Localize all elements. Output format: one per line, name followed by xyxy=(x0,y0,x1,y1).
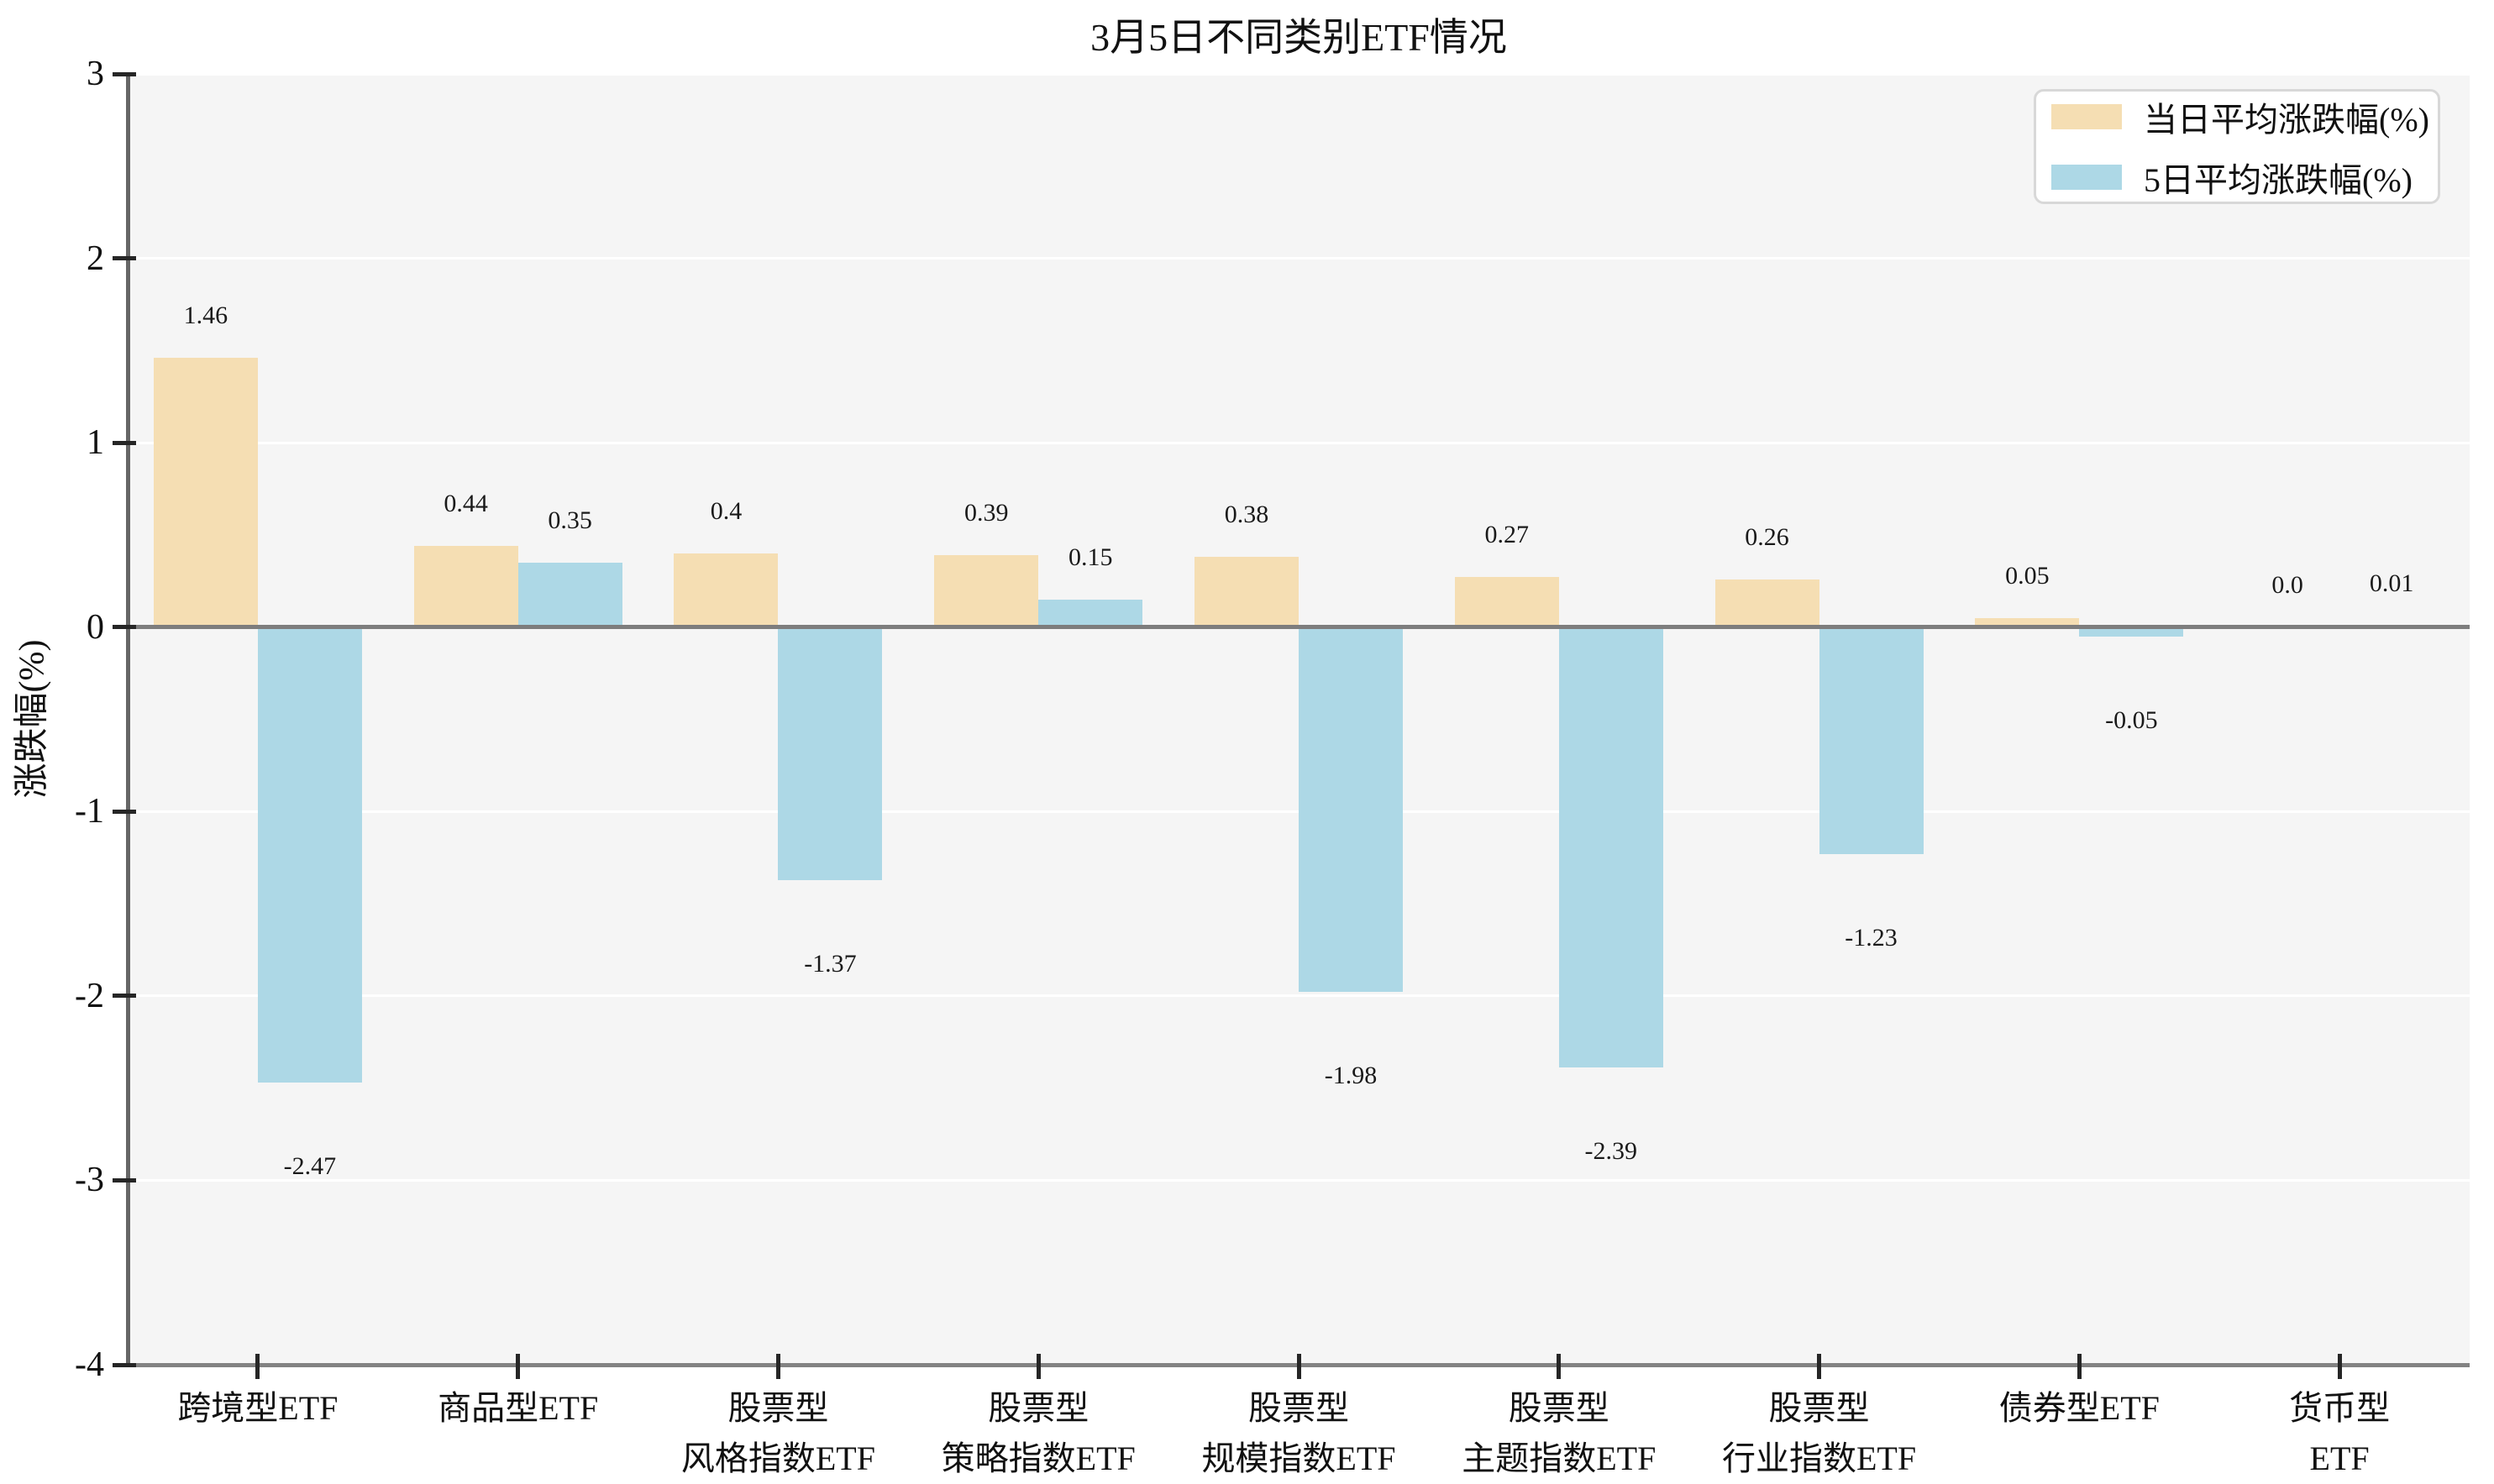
y-tick xyxy=(113,1362,136,1367)
legend-swatch-5day-icon xyxy=(2051,164,2122,190)
y-tick-label: 2 xyxy=(87,239,104,278)
y-tick-label: -1 xyxy=(75,792,104,831)
bar-value-label: -2.39 xyxy=(1584,1137,1638,1166)
gridline xyxy=(128,257,2470,260)
bar-value-label: -1.23 xyxy=(1845,923,1898,952)
y-tick-label: 0 xyxy=(87,607,104,647)
gridline xyxy=(128,994,2470,998)
y-tick xyxy=(113,1177,136,1182)
bar-day xyxy=(413,546,518,627)
bar-value-label: 0.35 xyxy=(548,506,592,534)
x-tick-label: 股票型 规模指数ETF xyxy=(1201,1389,1396,1477)
chart-title: 3月5日不同类别ETF情况 xyxy=(1090,16,1507,59)
x-tick-label: 股票型 策略指数ETF xyxy=(941,1389,1136,1477)
bar-value-label: 0.01 xyxy=(2369,569,2414,597)
bar-value-label: 0.4 xyxy=(710,496,743,525)
bar-value-label: 0.38 xyxy=(1224,501,1269,529)
bar-day xyxy=(1454,577,1559,627)
x-tick-label: 跨境型ETF xyxy=(177,1389,339,1427)
legend: 当日平均涨跌幅(%) 5日平均涨跌幅(%) xyxy=(2034,89,2440,204)
gridline xyxy=(128,1178,2470,1182)
bar-5day xyxy=(778,627,883,880)
bar-day xyxy=(153,358,258,627)
bar-5day xyxy=(1038,599,1143,627)
y-tick-label: 1 xyxy=(87,423,104,463)
bar-value-label: 0.44 xyxy=(444,490,488,518)
y-tick xyxy=(113,994,136,999)
bar-5day xyxy=(1299,627,1403,993)
x-tick xyxy=(1817,1354,1822,1379)
x-tick xyxy=(255,1354,260,1379)
y-tick-label: -2 xyxy=(75,976,104,1015)
x-tick-label: 股票型 风格指数ETF xyxy=(680,1389,875,1477)
x-tick xyxy=(1036,1354,1041,1379)
y-tick xyxy=(113,625,136,630)
bar-value-label: 0.05 xyxy=(2005,561,2050,590)
bar-day xyxy=(934,555,1039,627)
bar-value-label: 0.39 xyxy=(963,499,1009,527)
x-tick xyxy=(2077,1354,2082,1379)
bar-day xyxy=(1975,617,2080,627)
x-tick-label: 债券型ETF xyxy=(1998,1389,2160,1427)
x-tick xyxy=(775,1354,780,1379)
x-tick xyxy=(1296,1354,1301,1379)
legend-swatch-day-icon xyxy=(2051,103,2122,129)
legend-item-5day: 5日平均涨跌幅(%) xyxy=(2051,153,2423,202)
y-tick-label: -4 xyxy=(75,1345,104,1384)
bar-5day xyxy=(2079,627,2184,637)
gridline xyxy=(128,441,2470,444)
gridline xyxy=(128,72,2470,76)
x-tick-label: 货币型ETF xyxy=(2289,1389,2391,1477)
x-tick xyxy=(516,1354,521,1379)
x-tick-label: 商品型ETF xyxy=(438,1389,599,1427)
y-tick xyxy=(113,440,136,445)
bar-value-label: -1.37 xyxy=(804,949,857,978)
bar-value-label: 0.15 xyxy=(1068,543,1113,571)
x-tick-label: 股票型 主题指数ETF xyxy=(1462,1389,1657,1477)
y-tick xyxy=(113,256,136,261)
y-tick-label: -3 xyxy=(75,1161,104,1200)
y-tick xyxy=(113,809,136,814)
x-tick xyxy=(1557,1354,1562,1379)
bar-5day xyxy=(1819,627,1924,854)
x-tick xyxy=(2337,1354,2342,1379)
bar-day xyxy=(674,553,779,627)
bar-5day xyxy=(1558,627,1663,1068)
y-tick-label: 3 xyxy=(87,55,104,93)
bar-value-label: -1.98 xyxy=(1324,1062,1378,1090)
y-axis-label: 涨跌幅(%) xyxy=(13,639,52,799)
x-tick-label: 股票型 行业指数ETF xyxy=(1721,1389,1917,1477)
legend-label-day: 当日平均涨跌幅(%) xyxy=(2144,100,2429,139)
bar-5day xyxy=(257,627,362,1083)
bar-day xyxy=(1194,557,1299,627)
legend-item-day: 当日平均涨跌幅(%) xyxy=(2051,92,2429,141)
bar-5day xyxy=(517,562,622,627)
bar-value-label: -2.47 xyxy=(283,1152,337,1181)
legend-label-5day: 5日平均涨跌幅(%) xyxy=(2144,160,2413,199)
y-tick xyxy=(113,71,136,76)
zero-line xyxy=(128,625,2470,630)
bar-value-label: 0.0 xyxy=(2271,570,2303,599)
bar-value-label: 0.27 xyxy=(1484,521,1530,549)
bar-value-label: 0.26 xyxy=(1745,522,1789,551)
bar-day xyxy=(1714,579,1819,627)
bar-value-label: 1.46 xyxy=(183,302,228,330)
y-axis-spine xyxy=(126,74,130,1367)
bar-value-label: -0.05 xyxy=(2105,705,2158,734)
